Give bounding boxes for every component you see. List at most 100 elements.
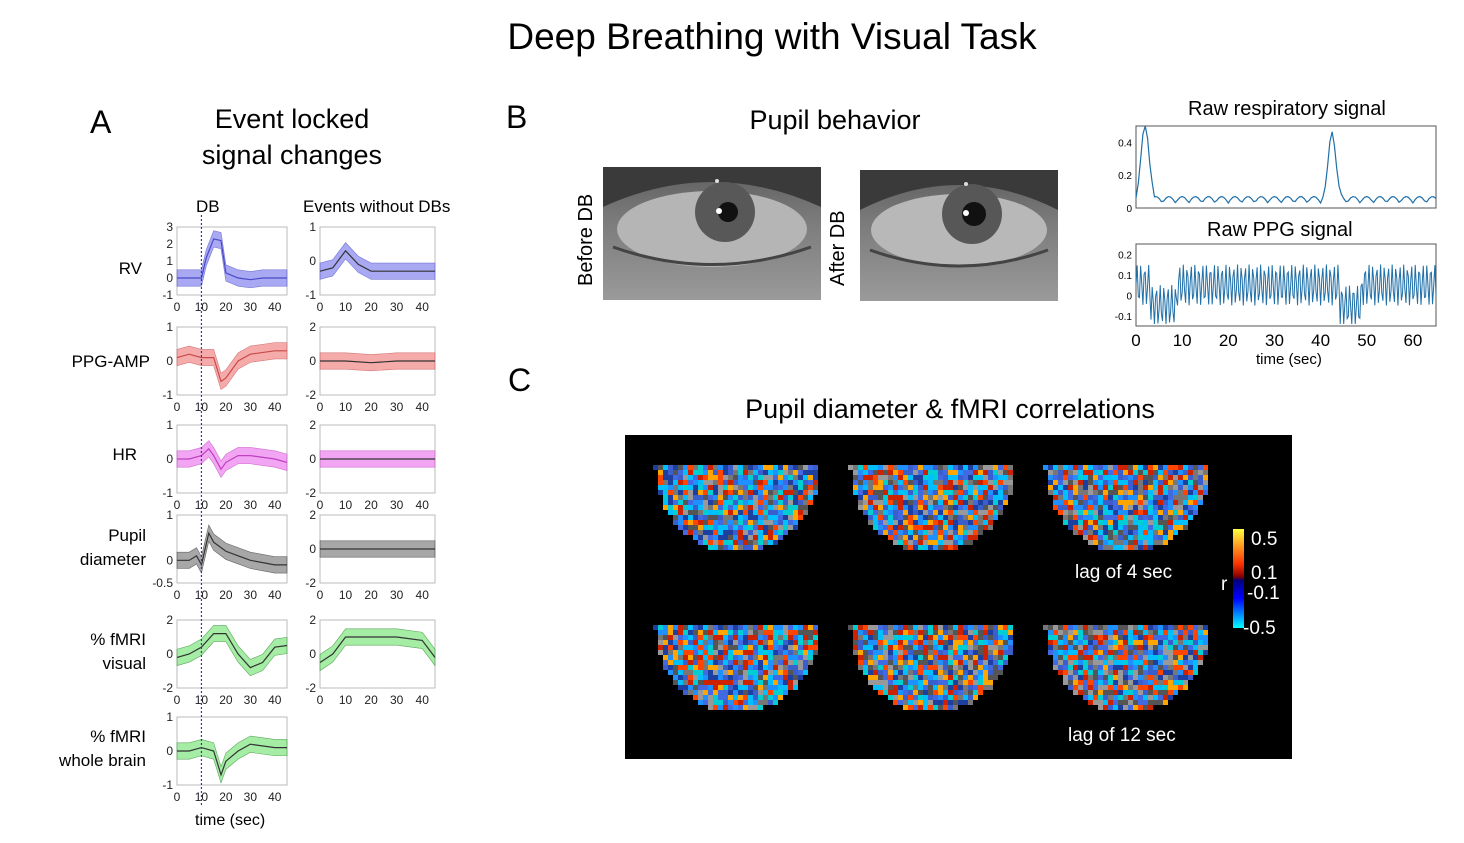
voxel (1143, 500, 1148, 505)
voxel (1108, 630, 1113, 635)
voxel (878, 685, 883, 690)
voxel (1138, 670, 1143, 675)
voxel (708, 485, 713, 490)
voxel (888, 480, 893, 485)
voxel (748, 695, 753, 700)
voxel (878, 645, 883, 650)
voxel (883, 625, 888, 630)
voxel (718, 490, 723, 495)
voxel (1078, 465, 1083, 470)
voxel (963, 530, 968, 535)
voxel (713, 695, 718, 700)
voxel (1078, 625, 1083, 630)
voxel (1003, 625, 1008, 630)
voxel (968, 665, 973, 670)
voxel (678, 485, 683, 490)
voxel (758, 485, 763, 490)
voxel (713, 465, 718, 470)
voxel (1068, 475, 1073, 480)
voxel (963, 655, 968, 660)
voxel (858, 490, 863, 495)
voxel (1068, 645, 1073, 650)
voxel (733, 705, 738, 710)
voxel (758, 475, 763, 480)
voxel (958, 525, 963, 530)
voxel (873, 485, 878, 490)
voxel (738, 680, 743, 685)
voxel (873, 685, 878, 690)
voxel (918, 530, 923, 535)
voxel (958, 505, 963, 510)
voxel (998, 635, 1003, 640)
voxel (1133, 695, 1138, 700)
y-tick-label: 0 (309, 647, 316, 661)
voxel (1198, 635, 1203, 640)
voxel (723, 500, 728, 505)
voxel (708, 690, 713, 695)
voxel (1098, 540, 1103, 545)
voxel (943, 690, 948, 695)
voxel (653, 625, 658, 630)
voxel (853, 650, 858, 655)
voxel (743, 545, 748, 550)
voxel (1128, 520, 1133, 525)
voxel (888, 675, 893, 680)
voxel (1083, 500, 1088, 505)
voxel (973, 690, 978, 695)
voxel (718, 480, 723, 485)
colorbar-upper-mid-label: 0.1 (1251, 563, 1278, 584)
x-tick-label: 0 (174, 588, 181, 602)
voxel (793, 495, 798, 500)
voxel (753, 520, 758, 525)
voxel (708, 635, 713, 640)
y-tick-label: 0 (166, 452, 173, 466)
voxel (1113, 635, 1118, 640)
voxel (1153, 670, 1158, 675)
voxel (973, 675, 978, 680)
voxel (1113, 470, 1118, 475)
voxel (678, 500, 683, 505)
voxel (918, 635, 923, 640)
voxel (938, 470, 943, 475)
voxel (748, 660, 753, 665)
voxel (983, 640, 988, 645)
y-tick-label: 1 (166, 508, 173, 522)
voxel (1118, 630, 1123, 635)
voxel (993, 675, 998, 680)
voxel (1088, 655, 1093, 660)
voxel (1118, 650, 1123, 655)
voxel (758, 655, 763, 660)
voxel (1113, 545, 1118, 550)
voxel (1168, 505, 1173, 510)
voxel (813, 635, 818, 640)
voxel (1128, 545, 1133, 550)
voxel (918, 520, 923, 525)
voxel (663, 505, 668, 510)
voxel (1173, 640, 1178, 645)
voxel (1163, 660, 1168, 665)
voxel (1128, 495, 1133, 500)
voxel (973, 465, 978, 470)
voxel (758, 645, 763, 650)
voxel (993, 505, 998, 510)
y-tick-label: 0 (309, 452, 316, 466)
voxel (858, 655, 863, 660)
voxel (1143, 485, 1148, 490)
voxel (1098, 485, 1103, 490)
brain-slice-5 (848, 625, 1013, 710)
mean-line (177, 447, 288, 471)
voxel (1113, 690, 1118, 695)
voxel (748, 690, 753, 695)
voxel (948, 650, 953, 655)
voxel (748, 625, 753, 630)
voxel (878, 635, 883, 640)
voxel (1068, 520, 1073, 525)
voxel (788, 480, 793, 485)
voxel (693, 670, 698, 675)
voxel (1113, 685, 1118, 690)
voxel (1173, 520, 1178, 525)
voxel (958, 510, 963, 515)
voxel (1143, 625, 1148, 630)
voxel (1123, 645, 1128, 650)
voxel (968, 685, 973, 690)
